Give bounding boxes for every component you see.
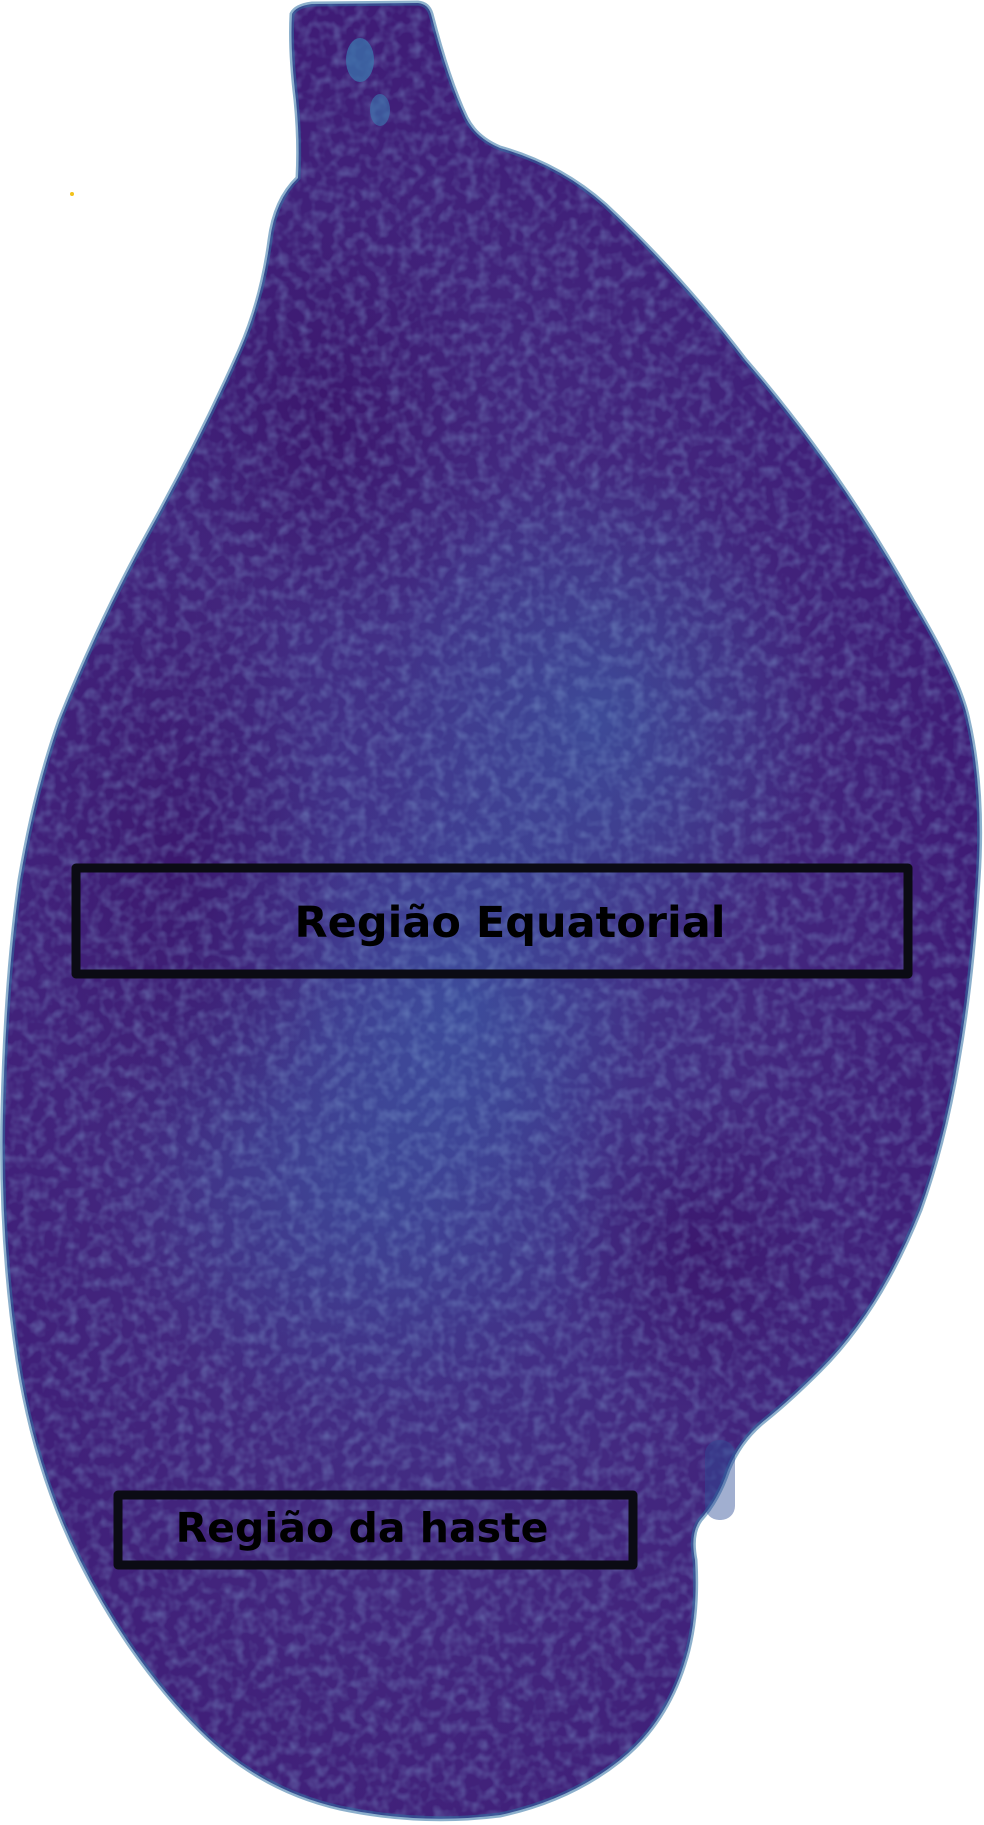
- region-equatorial-label: Região Equatorial: [295, 898, 726, 948]
- region-stem-box: [113, 1490, 638, 1570]
- region-stem: Região da haste: [113, 1490, 638, 1570]
- stray-dot: [70, 192, 74, 196]
- stem-blemish: [705, 1440, 735, 1520]
- region-equatorial: Região Equatorial: [71, 863, 913, 979]
- region-equatorial-box: [71, 863, 913, 979]
- region-stem-label: Região da haste: [176, 1504, 549, 1552]
